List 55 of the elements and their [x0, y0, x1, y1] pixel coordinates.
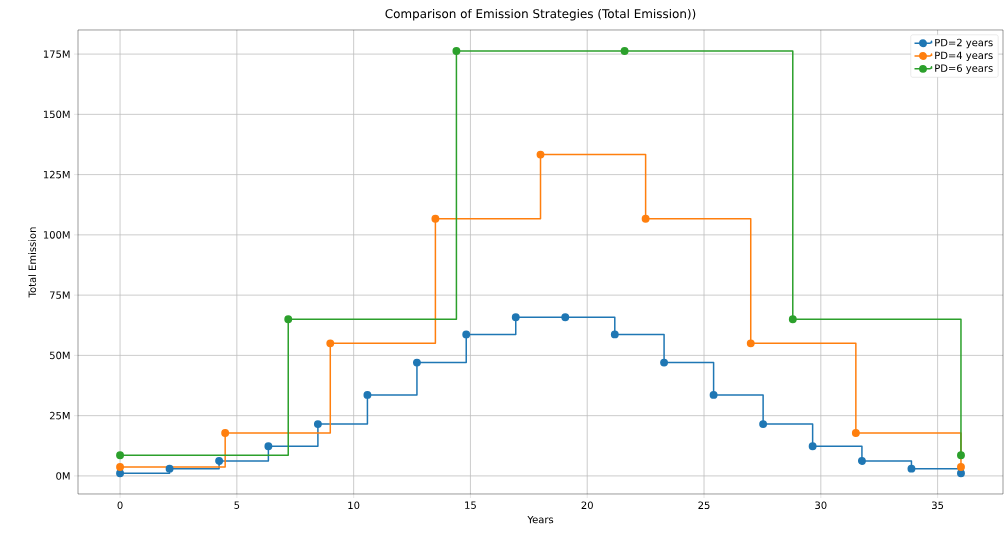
point: [808, 442, 817, 451]
point: [620, 47, 629, 55]
point: [957, 469, 965, 478]
point: [221, 429, 230, 437]
point: [957, 451, 965, 460]
point: [746, 339, 755, 348]
point: [116, 469, 125, 478]
point: [165, 464, 174, 473]
x-tick-label: 15: [465, 501, 476, 509]
point: [536, 150, 545, 159]
point: [641, 214, 650, 223]
legend-label: PD=6 years: [935, 64, 993, 74]
point: [215, 457, 224, 465]
point: [313, 420, 322, 429]
point: [412, 358, 421, 367]
x-tick-label: 25: [698, 501, 710, 510]
y-tick-label: 75M: [50, 291, 70, 299]
chart-title: Comparison of Emission Strategies (Total Emission)): [385, 8, 696, 21]
point: [561, 313, 570, 322]
y-tick-label: 175M: [43, 50, 70, 58]
x-tick-label: 0: [117, 501, 123, 510]
point: [660, 358, 669, 367]
x-tick-label: 10: [348, 501, 360, 510]
point: [857, 457, 866, 465]
point: [511, 313, 520, 322]
y-tick-label: 125M: [43, 170, 70, 179]
point: [709, 390, 718, 399]
point: [284, 315, 293, 324]
x-tick-label: 5: [234, 501, 240, 509]
point: [363, 390, 372, 399]
point: [452, 47, 461, 55]
x-tick-label: 20: [581, 501, 593, 510]
point: [116, 463, 125, 471]
point: [759, 420, 768, 429]
y-tick-label: 0M: [56, 472, 70, 480]
point: [907, 464, 916, 473]
x-tick-label: 30: [815, 501, 827, 510]
point: [116, 451, 125, 460]
x-tick-label: 35: [932, 501, 944, 510]
point: [788, 315, 797, 324]
y-tick-label: 25M: [49, 411, 70, 420]
point: [431, 214, 440, 223]
x-axis-title: Years: [527, 515, 554, 524]
point: [462, 330, 471, 339]
y-tick-label: 50M: [49, 351, 70, 360]
y-axis-title: Total Emission: [28, 227, 37, 298]
point: [851, 429, 860, 437]
y-tick-label: 100M: [43, 231, 70, 239]
point: [610, 330, 619, 339]
point: [326, 339, 335, 348]
legend-label: PD=4 years: [935, 51, 993, 62]
point: [957, 463, 965, 471]
y-tick-label: 150M: [43, 110, 70, 119]
point: [264, 442, 273, 451]
legend-label: PD=2 years: [935, 38, 993, 49]
